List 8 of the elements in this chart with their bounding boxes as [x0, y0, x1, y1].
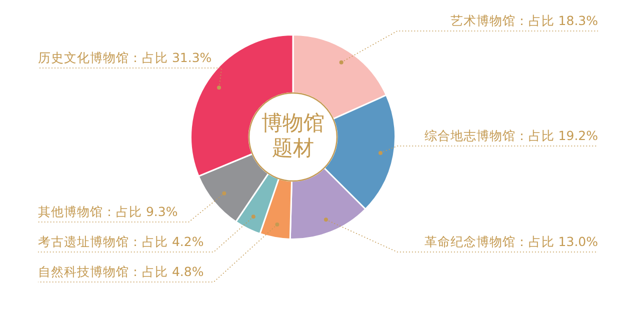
text: 博物馆题材	[262, 110, 324, 160]
slice-label: 艺术博物馆：占比 18.3%	[450, 13, 598, 28]
slice-label: 历史文化博物馆：占比 31.3%	[38, 50, 212, 65]
slice-label: 考古遗址博物馆：占比 4.2%	[38, 234, 204, 249]
slice-label: 综合地志博物馆：占比 19.2%	[424, 128, 598, 143]
slice-label: 其他博物馆：占比 9.3%	[38, 204, 178, 219]
slice-label: 自然科技博物馆：占比 4.8%	[38, 264, 204, 279]
slice-label: 革命纪念博物馆：占比 13.0%	[424, 234, 598, 249]
